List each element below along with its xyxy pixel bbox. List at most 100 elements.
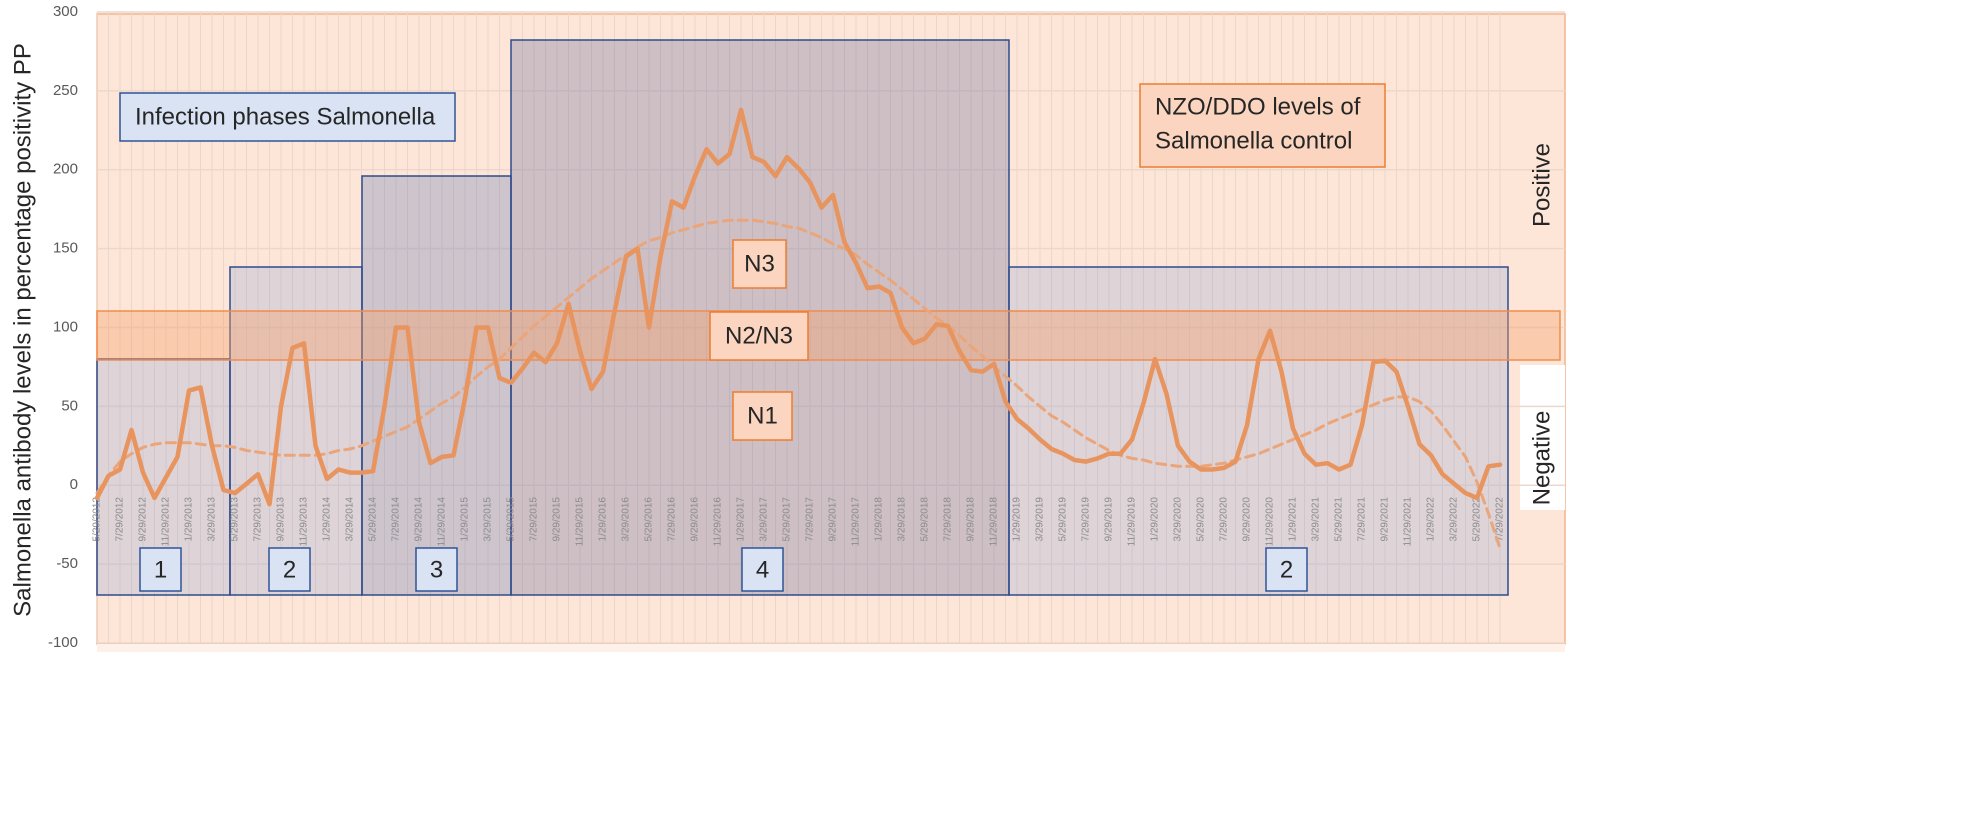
x-tick-label: 11/29/2013 <box>299 497 310 547</box>
x-tick-label: 1/29/2015 <box>460 497 471 542</box>
x-tick-label: 3/29/2019 <box>1035 497 1046 542</box>
y-axis-label: Salmonella antibody levels in percentage… <box>9 43 36 617</box>
x-tick-label: 5/29/2020 <box>1196 497 1207 542</box>
x-tick-label: 7/29/2012 <box>115 497 126 542</box>
level-box <box>709 311 809 361</box>
x-tick-label: 5/29/2017 <box>782 497 793 542</box>
n2-n3-band <box>96 310 1561 361</box>
level-label: N2/N3 <box>725 322 793 349</box>
x-tick-label: 11/29/2017 <box>851 497 862 547</box>
x-tick-label: 3/29/2018 <box>897 497 908 542</box>
y-tick-label: 250 <box>53 82 78 99</box>
x-tick-label: 7/29/2014 <box>391 497 402 542</box>
x-tick-label: 11/29/2020 <box>1265 497 1276 547</box>
level-label: N1 <box>747 402 778 429</box>
levels-title: Salmonella control <box>1155 127 1352 154</box>
x-tick-label: 3/29/2016 <box>621 497 632 542</box>
x-tick-label: 5/29/2015 <box>506 497 517 542</box>
phase-number: 2 <box>1280 556 1293 583</box>
plot-footer <box>97 644 1565 652</box>
levels-title-box <box>1139 83 1386 168</box>
x-tick-label: 9/29/2016 <box>690 497 701 542</box>
x-tick-label: 7/29/2019 <box>1081 497 1092 542</box>
x-tick-label: 5/29/2022 <box>1472 497 1483 542</box>
x-tick-label: 11/29/2018 <box>989 497 1000 547</box>
x-tick-label: 1/29/2019 <box>1012 497 1023 542</box>
x-tick-label: 3/29/2013 <box>207 497 218 542</box>
x-tick-label: 5/29/2012 <box>92 497 103 542</box>
x-tick-label: 1/29/2017 <box>736 497 747 542</box>
x-tick-label: 11/29/2016 <box>713 497 724 547</box>
x-tick-label: 9/29/2020 <box>1242 497 1253 542</box>
y-tick-label: -50 <box>56 555 78 572</box>
x-tick-label: 11/29/2019 <box>1127 497 1138 547</box>
x-tick-label: 9/29/2014 <box>414 497 425 542</box>
x-tick-label: 7/29/2017 <box>805 497 816 542</box>
x-tick-label: 3/29/2017 <box>759 497 770 542</box>
x-tick-label: 1/29/2021 <box>1288 497 1299 542</box>
y-tick-label: 200 <box>53 161 78 178</box>
x-tick-label: 9/29/2012 <box>138 497 149 542</box>
x-tick-label: 11/29/2012 <box>161 497 172 547</box>
x-tick-label: 5/29/2013 <box>230 497 241 542</box>
region-label: Positive <box>1528 143 1555 227</box>
phase-title: Infection phases Salmonella <box>135 103 436 130</box>
x-tick-label: 1/29/2014 <box>322 497 333 542</box>
phase-title-box <box>119 92 456 142</box>
y-tick-label: 0 <box>70 476 78 493</box>
phase-number-box <box>139 547 182 592</box>
x-tick-label: 7/29/2021 <box>1357 497 1368 542</box>
y-tick-label: 150 <box>53 240 78 257</box>
x-tick-label: 7/29/2016 <box>667 497 678 542</box>
x-tick-label: 3/29/2020 <box>1173 497 1184 542</box>
x-tick-label: 11/29/2015 <box>575 497 586 547</box>
trend-line <box>95 218 1502 550</box>
phase-number-box <box>1265 547 1308 592</box>
x-tick-label: 1/29/2018 <box>874 497 885 542</box>
level-label: N3 <box>744 250 775 277</box>
phase-box <box>1008 266 1509 596</box>
phase-number: 3 <box>430 556 443 583</box>
x-tick-label: 1/29/2020 <box>1150 497 1161 542</box>
phase-number-box <box>741 547 784 592</box>
level-box <box>732 391 793 441</box>
phase-number: 4 <box>756 556 769 583</box>
x-tick-label: 5/29/2014 <box>368 497 379 542</box>
x-tick-label: 5/29/2021 <box>1334 497 1345 542</box>
y-tick-label: 50 <box>61 397 78 414</box>
y-tick-label: -100 <box>48 634 78 651</box>
data-line <box>94 107 1503 507</box>
x-tick-label: 3/29/2022 <box>1449 497 1460 542</box>
x-tick-label: 7/29/2020 <box>1219 497 1230 542</box>
x-tick-label: 3/29/2014 <box>345 497 356 542</box>
x-tick-label: 9/29/2019 <box>1104 497 1115 542</box>
x-tick-label: 1/29/2016 <box>598 497 609 542</box>
x-tick-label: 3/29/2015 <box>483 497 494 542</box>
phase-number-box <box>268 547 311 592</box>
x-tick-label: 7/29/2022 <box>1495 497 1506 542</box>
x-tick-label: 7/29/2013 <box>253 497 264 542</box>
x-tick-label: 9/29/2013 <box>276 497 287 542</box>
x-tick-label: 7/29/2018 <box>943 497 954 542</box>
y-tick-label: 300 <box>53 3 78 20</box>
x-tick-label: 7/29/2015 <box>529 497 540 542</box>
levels-title: NZO/DDO levels of <box>1155 93 1361 120</box>
phase-number: 2 <box>283 556 296 583</box>
x-tick-label: 11/29/2014 <box>437 497 448 547</box>
phase-number: 1 <box>154 556 167 583</box>
x-tick-label: 9/29/2017 <box>828 497 839 542</box>
x-tick-label: 11/29/2021 <box>1403 497 1414 547</box>
x-tick-label: 9/29/2015 <box>552 497 563 542</box>
x-tick-label: 5/29/2019 <box>1058 497 1069 542</box>
phase-number-box <box>415 547 458 592</box>
x-tick-label: 9/29/2018 <box>966 497 977 542</box>
level-box <box>732 239 787 289</box>
region-label: Negative <box>1528 411 1555 506</box>
x-tick-label: 1/29/2022 <box>1426 497 1437 542</box>
x-tick-label: 5/29/2016 <box>644 497 655 542</box>
x-tick-label: 1/29/2013 <box>184 497 195 542</box>
x-tick-label: 3/29/2021 <box>1311 497 1322 542</box>
x-tick-label: 5/29/2018 <box>920 497 931 542</box>
x-tick-label: 9/29/2021 <box>1380 497 1391 542</box>
